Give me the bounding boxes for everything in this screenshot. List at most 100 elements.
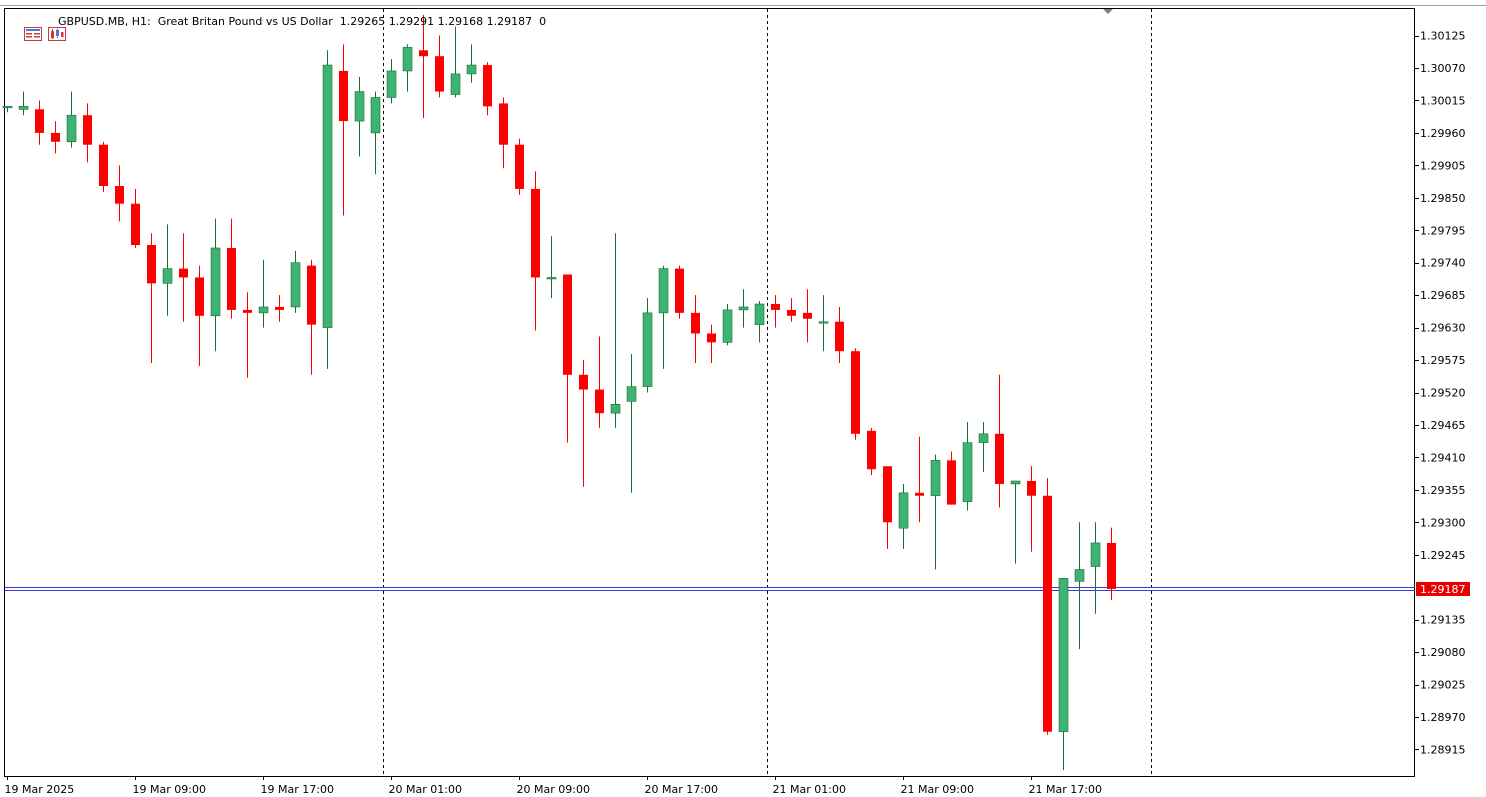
candle — [691, 295, 700, 363]
candle — [370, 91, 381, 175]
candle — [162, 224, 173, 316]
price-tick-label: 1.29575 — [1420, 354, 1466, 367]
candle-body — [803, 312, 812, 319]
candle-body — [450, 73, 461, 95]
price-tick-label: 1.29410 — [1420, 451, 1466, 464]
candle-body — [1107, 542, 1116, 589]
candle — [322, 50, 333, 369]
candle — [18, 91, 29, 116]
candle — [195, 265, 204, 366]
candle-body — [563, 274, 572, 375]
price-tick-label: 1.29245 — [1420, 549, 1466, 562]
time-tick-label: 19 Mar 09:00 — [133, 783, 206, 796]
candle-body — [707, 333, 716, 343]
candle — [307, 259, 316, 375]
candle-body — [771, 304, 780, 310]
candle-body — [515, 144, 524, 189]
price-axis[interactable]: 1.30125 1.30070 1.30015 1.29960 1.29905 1.298… — [1415, 30, 1466, 757]
candle-body — [162, 268, 173, 284]
price-tick-label: 1.29740 — [1420, 257, 1466, 270]
candle — [883, 466, 892, 549]
candle-body — [1043, 495, 1052, 732]
candle — [546, 236, 557, 299]
price-tick-label: 1.29080 — [1420, 646, 1466, 659]
candle — [1107, 527, 1116, 601]
candle — [595, 336, 604, 428]
candle — [450, 26, 461, 98]
price-tick-label: 1.29465 — [1420, 419, 1466, 432]
candle-body — [35, 109, 44, 133]
candle — [898, 483, 909, 549]
candle — [51, 121, 60, 154]
candle — [738, 289, 749, 328]
candle — [995, 374, 1004, 508]
price-tick-label: 1.30070 — [1420, 62, 1466, 75]
candle-body — [131, 203, 140, 245]
plot-frame — [4, 8, 1415, 777]
candle-body — [258, 306, 269, 314]
candle — [1090, 522, 1101, 614]
candle — [499, 97, 508, 169]
candle — [867, 427, 876, 476]
candle-body — [466, 64, 477, 75]
candle-body — [738, 306, 749, 311]
price-tick-label: 1.28970 — [1420, 711, 1466, 724]
candle-body — [66, 114, 77, 143]
price-tick-label: 1.28915 — [1420, 743, 1466, 756]
candle-body — [658, 268, 669, 314]
candle — [787, 298, 796, 322]
candle-body — [290, 262, 301, 308]
candle-body — [787, 309, 796, 316]
candle — [35, 100, 44, 145]
price-tick-label: 1.29135 — [1420, 614, 1466, 627]
candle-body — [402, 47, 413, 72]
candle — [962, 422, 973, 511]
candle — [227, 218, 236, 319]
chart-properties-icon[interactable] — [34, 14, 66, 41]
candle-body — [835, 321, 844, 352]
candle — [722, 304, 733, 346]
candle — [210, 218, 221, 352]
candle — [1010, 480, 1021, 564]
price-tick-label: 1.29795 — [1420, 224, 1466, 237]
candle-body — [370, 97, 381, 134]
price-tag-background — [1416, 581, 1470, 596]
candle — [115, 165, 124, 222]
candle — [1027, 466, 1036, 552]
symbol-info: GBPUSD.MB, H1: Great Britan Pound vs US … — [58, 14, 547, 28]
candle — [243, 292, 252, 378]
candle-body — [691, 312, 700, 334]
price-tick-label: 1.30125 — [1420, 30, 1466, 43]
shift-marker-icon[interactable] — [1103, 9, 1113, 14]
candle-body — [1074, 569, 1085, 582]
candle-body — [754, 303, 765, 325]
candle — [818, 295, 829, 352]
candle-body — [147, 245, 156, 284]
candle-body — [322, 64, 333, 328]
candle-body — [883, 466, 892, 523]
candle-body — [851, 351, 860, 434]
time-axis[interactable]: 19 Mar 2025 19 Mar 09:00 19 Mar 17:00 20 Ma… — [5, 776, 1102, 796]
candle — [179, 233, 188, 322]
time-tick-label: 20 Mar 09:00 — [517, 783, 590, 796]
price-tick-label: 1.29300 — [1420, 516, 1466, 529]
candle-body — [818, 321, 829, 324]
candle-body — [915, 492, 924, 496]
candle-body — [531, 188, 540, 278]
candle — [258, 259, 269, 328]
candle-body — [354, 91, 365, 122]
chart-title-bar: GBPUSD.MB, H1: Great Britan Pound vs US … — [10, 12, 547, 41]
candle-body — [626, 386, 637, 402]
candle — [978, 422, 989, 473]
price-tick-label: 1.29630 — [1420, 322, 1466, 335]
candle-body — [115, 186, 124, 204]
candle-body — [962, 442, 973, 502]
period-separators — [383, 9, 1152, 776]
candle — [131, 188, 140, 248]
candle-body — [1090, 542, 1101, 567]
candle — [771, 295, 780, 328]
window-list-icon[interactable] — [10, 14, 42, 41]
candle — [658, 265, 669, 369]
